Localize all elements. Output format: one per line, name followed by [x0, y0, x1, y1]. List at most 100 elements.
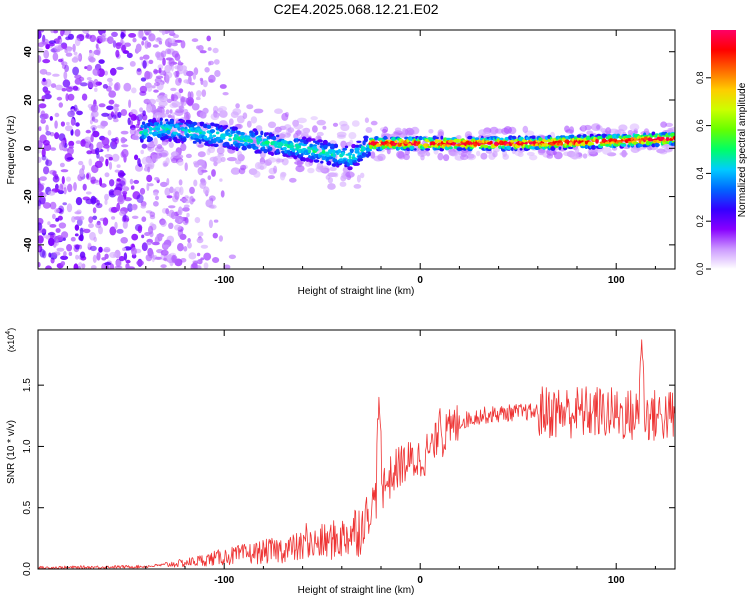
heatmap-cell [145, 254, 153, 262]
heatmap-cell [65, 125, 73, 132]
heatmap-cell [665, 122, 673, 127]
heatmap-cell [60, 169, 69, 173]
y-tick-label: 40 [23, 46, 34, 58]
heatmap-cell [139, 56, 144, 61]
heatmap-cell [92, 130, 100, 138]
heatmap-cell [525, 141, 528, 145]
heatmap-cell [124, 42, 131, 47]
heatmap-cell [171, 94, 179, 102]
heatmap-cell [165, 48, 172, 55]
heatmap-cell [109, 179, 115, 187]
heatmap-cell [104, 193, 109, 201]
heatmap-cell [42, 77, 46, 82]
heatmap-cell [567, 146, 574, 150]
heatmap-cell [67, 93, 75, 101]
heatmap-cell [49, 224, 57, 228]
heatmap-cell [50, 30, 54, 34]
heatmap-cell [161, 30, 166, 36]
heatmap-cell [142, 54, 150, 60]
heatmap-cell [122, 247, 127, 251]
heatmap-cell [180, 143, 187, 152]
heatmap-cell [91, 110, 99, 118]
heatmap-cell [426, 151, 431, 157]
heatmap-cell [605, 127, 612, 135]
heatmap-cell [168, 222, 174, 229]
heatmap-cell [178, 206, 183, 216]
heatmap-cell [84, 66, 88, 70]
heatmap-cell [95, 222, 102, 229]
heatmap-cell [341, 151, 345, 156]
heatmap-cell [140, 149, 144, 155]
heatmap-cell [159, 120, 163, 126]
heatmap-cell [118, 194, 124, 203]
heatmap-cell [86, 77, 92, 81]
heatmap-cell [267, 175, 275, 180]
heatmap-cell [66, 121, 70, 126]
heatmap-cell [184, 126, 188, 130]
heatmap-cell [73, 104, 78, 112]
heatmap-cell [200, 244, 209, 249]
heatmap-cell [204, 138, 210, 141]
heatmap-cell [137, 30, 144, 39]
heatmap-cell [627, 129, 634, 136]
heatmap-cell [316, 131, 324, 137]
heatmap-cell [81, 93, 88, 101]
heatmap-cell [128, 33, 137, 38]
heatmap-cell [116, 164, 121, 169]
heatmap-cell [239, 132, 245, 136]
heatmap-cell [74, 224, 80, 231]
heatmap-cell [236, 115, 245, 124]
heatmap-cell [308, 155, 311, 159]
heatmap-cell [100, 183, 107, 188]
heatmap-cell [168, 137, 172, 142]
heatmap-cell [427, 145, 432, 149]
heatmap-cell [213, 143, 219, 148]
heatmap-cell [596, 124, 601, 130]
heatmap-cell [129, 61, 136, 67]
heatmap-cell [213, 219, 219, 223]
heatmap-cell [158, 40, 163, 45]
heatmap-cell [478, 129, 487, 137]
heatmap-cell [67, 33, 74, 40]
heatmap-cell [54, 132, 60, 140]
heatmap-cell [45, 131, 51, 136]
heatmap-cell [117, 170, 125, 178]
heatmap-cell [329, 143, 335, 148]
heatmap-cell [292, 149, 295, 153]
heatmap-cell [506, 145, 512, 150]
heatmap-cell [293, 155, 297, 159]
heatmap-cell [141, 40, 145, 46]
heatmap-cell [66, 244, 73, 252]
heatmap-cell [183, 246, 188, 252]
heatmap-cell [201, 162, 206, 170]
heatmap-cell [246, 120, 252, 128]
heatmap-cell [99, 34, 106, 43]
x-tick-label: -100 [214, 275, 234, 286]
heatmap-cell [98, 226, 103, 235]
heatmap-cell [173, 72, 177, 75]
snr-scale-close: ) [6, 328, 16, 331]
heatmap-cell [43, 93, 52, 100]
heatmap-cell [568, 143, 573, 147]
heatmap-cell [208, 136, 214, 140]
heatmap-cell [175, 216, 180, 224]
heatmap-cell [579, 138, 584, 141]
heatmap-cell [75, 254, 79, 260]
heatmap-cell [294, 160, 304, 165]
heatmap-cell [197, 45, 204, 52]
heatmap-cell [191, 38, 199, 43]
heatmap-cell [83, 228, 91, 234]
heatmap-cell [146, 104, 153, 113]
heatmap-cell [141, 234, 145, 239]
heatmap-cell [212, 232, 218, 239]
heatmap-cell [158, 123, 161, 128]
heatmap-cell [165, 208, 170, 215]
heatmap-cell [206, 124, 212, 129]
heatmap-cell [111, 153, 120, 162]
heatmap-cell [126, 266, 135, 269]
heatmap-cell [180, 65, 187, 71]
heatmap-cell [273, 165, 278, 174]
heatmap-cell [109, 251, 117, 259]
heatmap-cell [489, 140, 493, 145]
heatmap-cell [116, 178, 121, 182]
